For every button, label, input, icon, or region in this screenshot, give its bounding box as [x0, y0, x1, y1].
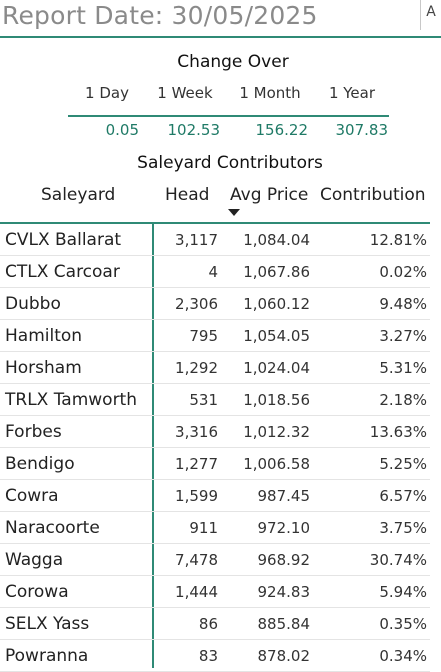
saleyard-cell: Cowra: [5, 486, 59, 506]
head-cell: 1,292: [175, 359, 218, 377]
column-header-avg-price[interactable]: Avg Price: [230, 185, 309, 205]
head-cell: 3,316: [175, 423, 218, 441]
value-1-month: 156.22: [255, 121, 309, 139]
change-over-periods: 1 Day 1 Week 1 Month 1 Year: [0, 84, 441, 104]
table-row[interactable]: Dubbo 2,306 1,060.12 9.48%: [0, 288, 430, 320]
corner-label[interactable]: A: [420, 0, 441, 30]
contribution-cell: 0.35%: [379, 615, 427, 633]
table-row[interactable]: Cowra 1,599 987.45 6.57%: [0, 480, 430, 512]
table-row[interactable]: CVLX Ballarat 3,117 1,084.04 12.81%: [0, 224, 430, 256]
saleyard-cell: Hamilton: [5, 326, 83, 346]
saleyard-cell: SELX Yass: [5, 614, 90, 634]
change-over-divider: [68, 115, 389, 117]
contribution-cell: 0.02%: [379, 263, 427, 281]
column-header-saleyard[interactable]: Saleyard: [41, 185, 116, 205]
head-cell: 3,117: [175, 231, 218, 249]
contribution-cell: 5.31%: [379, 359, 427, 377]
contribution-cell: 13.63%: [369, 423, 427, 441]
contributors-table-body: CVLX Ballarat 3,117 1,084.04 12.81% CTLX Car…: [0, 224, 430, 672]
table-row[interactable]: Hamilton 795 1,054.05 3.27%: [0, 320, 430, 352]
saleyard-cell: TRLX Tamworth: [5, 390, 137, 410]
avg-price-cell: 1,018.56: [243, 391, 310, 409]
table-row[interactable]: Naracoorte 911 972.10 3.75%: [0, 512, 430, 544]
table-row[interactable]: Forbes 3,316 1,012.32 13.63%: [0, 416, 430, 448]
avg-price-cell: 1,054.05: [243, 327, 310, 345]
column-header-head[interactable]: Head: [165, 185, 210, 205]
contribution-cell: 5.25%: [379, 455, 427, 473]
saleyard-cell: Dubbo: [5, 294, 61, 314]
avg-price-cell: 1,067.86: [243, 263, 310, 281]
saleyard-cell: Naracoorte: [5, 518, 100, 538]
table-row[interactable]: Powranna 83 878.02 0.34%: [0, 640, 430, 672]
saleyard-cell: Bendigo: [5, 454, 75, 474]
table-row[interactable]: Bendigo 1,277 1,006.58 5.25%: [0, 448, 430, 480]
saleyard-cell: Wagga: [5, 550, 64, 570]
saleyard-cell: Corowa: [5, 582, 69, 602]
avg-price-cell: 1,006.58: [243, 455, 310, 473]
sort-descending-icon[interactable]: [228, 209, 240, 216]
period-1-year: 1 Year: [328, 84, 376, 102]
head-cell: 4: [208, 263, 218, 281]
head-cell: 1,277: [175, 455, 218, 473]
period-1-day: 1 Day: [85, 84, 129, 102]
report-header: Report Date: 30/05/2025 A: [0, 0, 441, 38]
head-cell: 86: [198, 615, 218, 633]
table-column-separator: [152, 223, 154, 668]
head-cell: 83: [198, 647, 218, 665]
saleyard-contributors-title: Saleyard Contributors: [137, 153, 323, 173]
head-cell: 1,599: [175, 487, 218, 505]
contribution-cell: 3.27%: [379, 327, 427, 345]
change-over-title: Change Over: [177, 52, 289, 72]
contribution-cell: 6.57%: [379, 487, 427, 505]
contribution-cell: 2.18%: [379, 391, 427, 409]
table-row[interactable]: SELX Yass 86 885.84 0.35%: [0, 608, 430, 640]
contribution-cell: 12.81%: [369, 231, 427, 249]
avg-price-cell: 987.45: [257, 487, 311, 505]
report-date-title: Report Date: 30/05/2025: [2, 1, 318, 30]
column-header-contribution[interactable]: Contribution: [320, 185, 426, 205]
period-1-month: 1 Month: [239, 84, 301, 102]
contribution-cell: 30.74%: [369, 551, 427, 569]
value-1-week: 102.53: [167, 121, 221, 139]
head-cell: 7,478: [175, 551, 218, 569]
table-row[interactable]: Horsham 1,292 1,024.04 5.31%: [0, 352, 430, 384]
saleyard-cell: CVLX Ballarat: [5, 230, 122, 250]
change-over-values: 0.05 102.53 156.22 307.83: [0, 121, 441, 141]
table-row[interactable]: CTLX Carcoar 4 1,067.86 0.02%: [0, 256, 430, 288]
saleyard-cell: Powranna: [5, 646, 89, 666]
avg-price-cell: 1,012.32: [243, 423, 310, 441]
avg-price-cell: 885.84: [257, 615, 311, 633]
table-row[interactable]: Wagga 7,478 968.92 30.74%: [0, 544, 430, 576]
avg-price-cell: 972.10: [257, 519, 311, 537]
head-cell: 1,444: [175, 583, 218, 601]
avg-price-cell: 1,060.12: [243, 295, 310, 313]
period-1-week: 1 Week: [157, 84, 213, 102]
table-row[interactable]: TRLX Tamworth 531 1,018.56 2.18%: [0, 384, 430, 416]
head-cell: 911: [189, 519, 218, 537]
head-cell: 531: [189, 391, 218, 409]
head-cell: 2,306: [175, 295, 218, 313]
saleyard-cell: Forbes: [5, 422, 62, 442]
head-cell: 795: [189, 327, 218, 345]
avg-price-cell: 968.92: [257, 551, 311, 569]
contribution-cell: 0.34%: [379, 647, 427, 665]
contribution-cell: 9.48%: [379, 295, 427, 313]
avg-price-cell: 1,024.04: [243, 359, 310, 377]
table-row[interactable]: Corowa 1,444 924.83 5.94%: [0, 576, 430, 608]
saleyard-cell: CTLX Carcoar: [5, 262, 120, 282]
avg-price-cell: 878.02: [257, 647, 311, 665]
saleyard-cell: Horsham: [5, 358, 82, 378]
avg-price-cell: 1,084.04: [243, 231, 310, 249]
value-1-day: 0.05: [105, 121, 139, 139]
table-header-divider: [0, 222, 430, 224]
contribution-cell: 3.75%: [379, 519, 427, 537]
contribution-cell: 5.94%: [379, 583, 427, 601]
value-1-year: 307.83: [335, 121, 389, 139]
avg-price-cell: 924.83: [257, 583, 311, 601]
